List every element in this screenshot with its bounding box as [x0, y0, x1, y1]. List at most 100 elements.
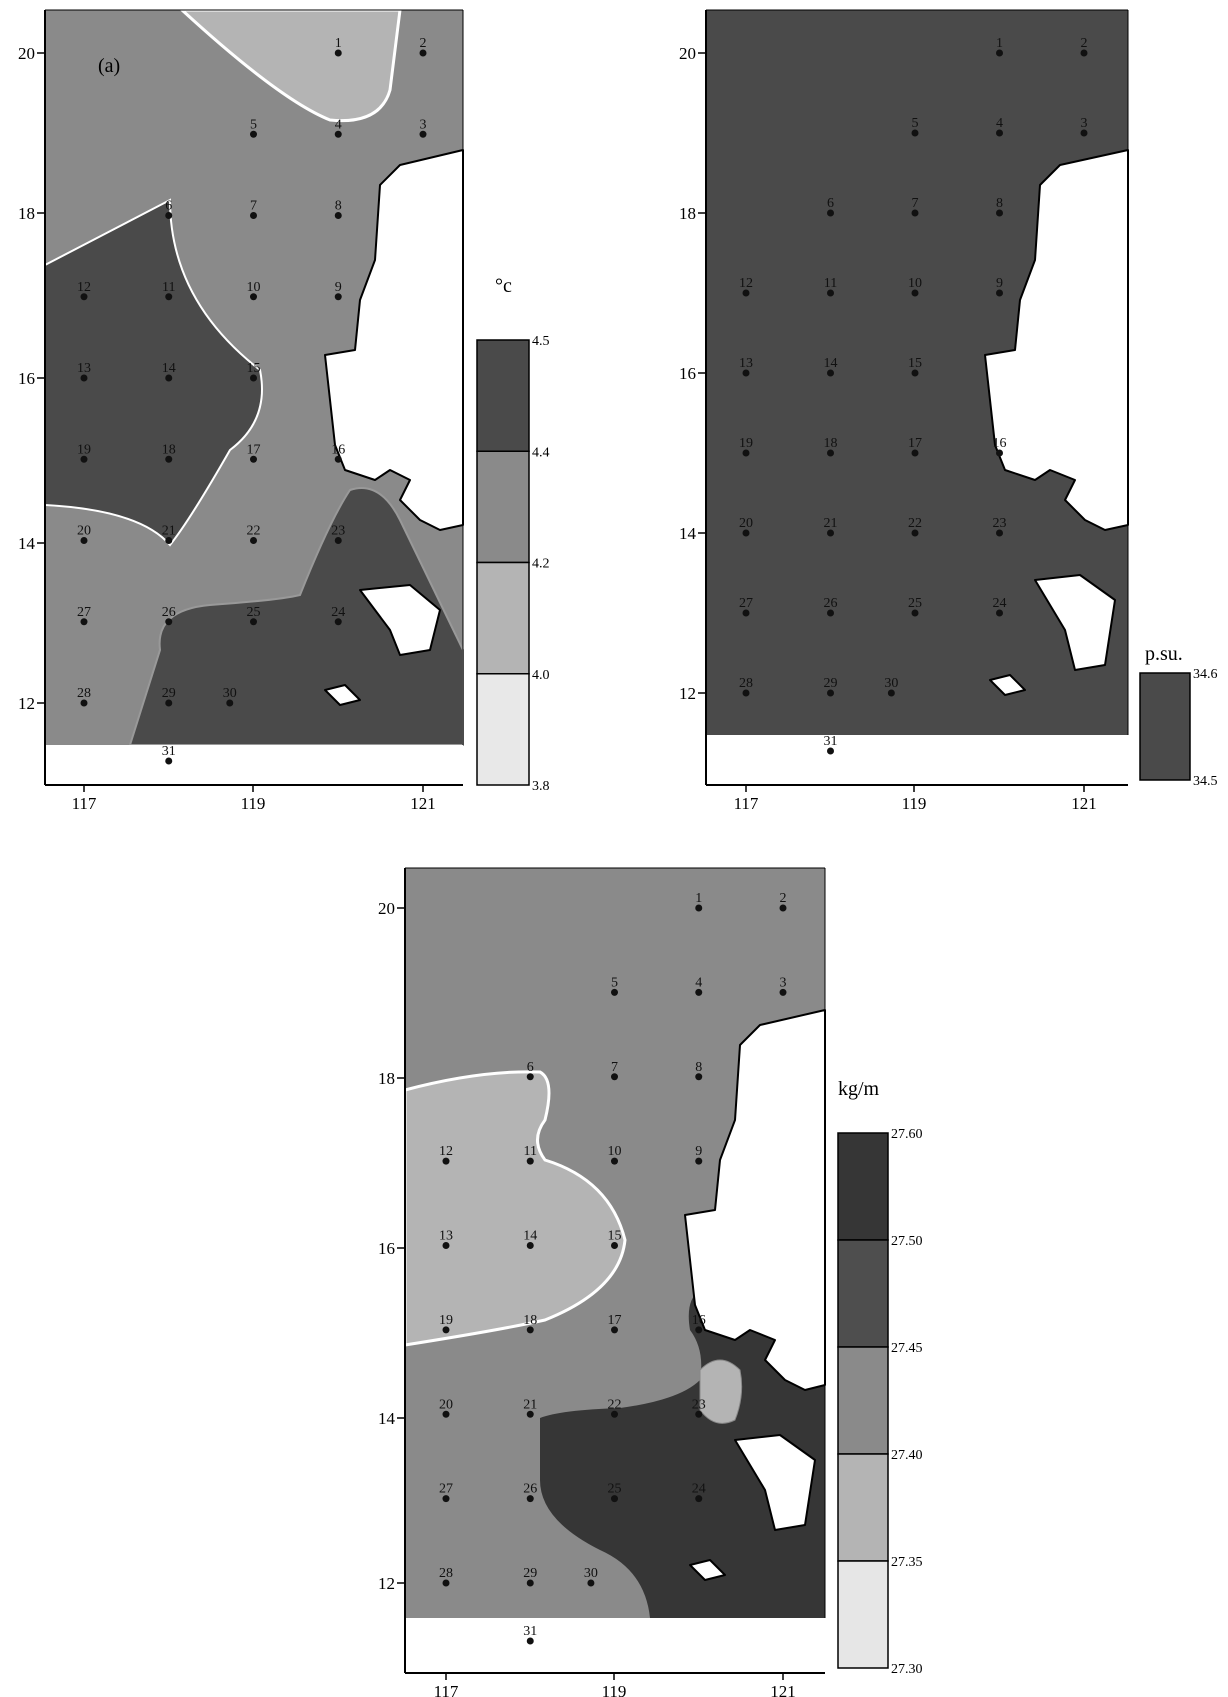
station-label: 5 [250, 117, 257, 132]
station-label: 1 [695, 891, 702, 906]
station-label: 14 [523, 1229, 537, 1244]
station-label: 16 [331, 442, 345, 457]
legend-level-label: 4.2 [532, 557, 550, 572]
map-a-legend-unit: °c [495, 275, 512, 297]
station-marker [165, 212, 173, 219]
x-tick-label: 117 [434, 1682, 459, 1697]
station-label: 11 [162, 280, 175, 295]
station-label: 9 [335, 280, 342, 295]
station-marker [996, 609, 1003, 617]
station-label: 20 [739, 516, 753, 531]
y-tick-label: 14 [378, 1409, 396, 1428]
station-label: 27 [439, 1482, 453, 1497]
station-marker [742, 689, 750, 697]
station-marker [250, 130, 257, 138]
station-marker [695, 1073, 703, 1081]
station-marker [695, 904, 703, 912]
station-label: 31 [523, 1624, 537, 1639]
station-marker [165, 374, 173, 382]
map-c-land-mass [684, 1009, 826, 1391]
station-label: 14 [824, 356, 838, 371]
station-marker [526, 1579, 534, 1587]
legend-swatch [476, 673, 530, 786]
station-label: 17 [908, 436, 922, 451]
station-label: 11 [824, 276, 837, 291]
legend-level-label: 34.6 [1193, 667, 1218, 682]
station-marker [526, 1410, 534, 1418]
station-marker [334, 455, 342, 463]
station-marker [250, 374, 257, 382]
station-marker [442, 1242, 450, 1249]
legend-level-label: 27.50 [891, 1234, 923, 1249]
station-label: 17 [247, 442, 261, 457]
legend-level-label: 27.40 [891, 1448, 923, 1463]
station-label: 23 [331, 524, 345, 539]
legend-level-label: 4.0 [532, 668, 550, 683]
map-b-legend: p.su. 34.6 34.5 [1139, 643, 1218, 789]
station-marker [334, 130, 342, 138]
y-tick-label: 16 [378, 1239, 395, 1258]
station-label: 29 [162, 686, 176, 701]
map-a-panel-label: (a) [98, 55, 120, 77]
station-marker [827, 747, 834, 755]
station-label: 4 [695, 975, 702, 990]
station-label: 16 [993, 436, 1007, 451]
station-marker [911, 289, 919, 297]
station-label: 27 [739, 596, 753, 611]
legend-swatch [476, 339, 530, 452]
station-marker [165, 293, 173, 301]
map-c-light-patch-east [699, 1359, 743, 1424]
station-marker [611, 1157, 618, 1165]
station-marker [742, 369, 750, 377]
legend-level-label: 27.45 [891, 1341, 923, 1356]
station-label: 30 [884, 676, 898, 691]
station-label: 8 [335, 199, 342, 214]
station-marker [611, 1242, 618, 1249]
station-marker [526, 1326, 534, 1334]
station-marker [911, 129, 919, 137]
station-marker [695, 1495, 703, 1503]
station-marker [827, 209, 834, 217]
legend-level-label: 27.30 [891, 1662, 923, 1677]
map-a-white-strip [45, 745, 463, 785]
station-label: 24 [993, 596, 1007, 611]
station-label: 30 [584, 1566, 598, 1581]
station-marker [887, 689, 895, 697]
legend-swatch [837, 1560, 889, 1669]
station-label: 12 [77, 280, 91, 295]
station-label: 10 [608, 1144, 622, 1159]
map-b-white-strip [706, 735, 1128, 785]
station-label: 7 [250, 199, 257, 214]
station-marker [165, 455, 173, 463]
station-label: 26 [523, 1482, 537, 1497]
station-marker [250, 293, 257, 301]
station-label: 21 [824, 516, 838, 531]
station-label: 19 [739, 436, 753, 451]
station-label: 1 [996, 36, 1003, 51]
station-label: 26 [824, 596, 838, 611]
station-marker [827, 369, 834, 377]
station-marker [742, 609, 750, 617]
station-label: 21 [162, 524, 176, 539]
map-b-legend-unit: p.su. [1145, 643, 1183, 665]
map-c-island-south [734, 1434, 816, 1531]
station-marker [442, 1326, 450, 1334]
station-marker [419, 49, 427, 57]
station-label: 29 [523, 1566, 537, 1581]
station-label: 29 [824, 676, 838, 691]
station-label: 27 [77, 605, 91, 620]
station-marker [226, 699, 234, 707]
map-b-island-south [1034, 574, 1116, 671]
x-tick-label: 119 [241, 794, 266, 813]
station-label: 10 [908, 276, 922, 291]
station-marker [827, 689, 834, 697]
map-b-land-mass [984, 149, 1129, 531]
station-label: 12 [739, 276, 753, 291]
station-marker [442, 1495, 450, 1503]
y-tick-label: 12 [378, 1574, 395, 1593]
station-label: 30 [223, 686, 237, 701]
station-label: 4 [996, 116, 1003, 131]
station-label: 19 [77, 442, 91, 457]
station-label: 31 [162, 744, 176, 759]
